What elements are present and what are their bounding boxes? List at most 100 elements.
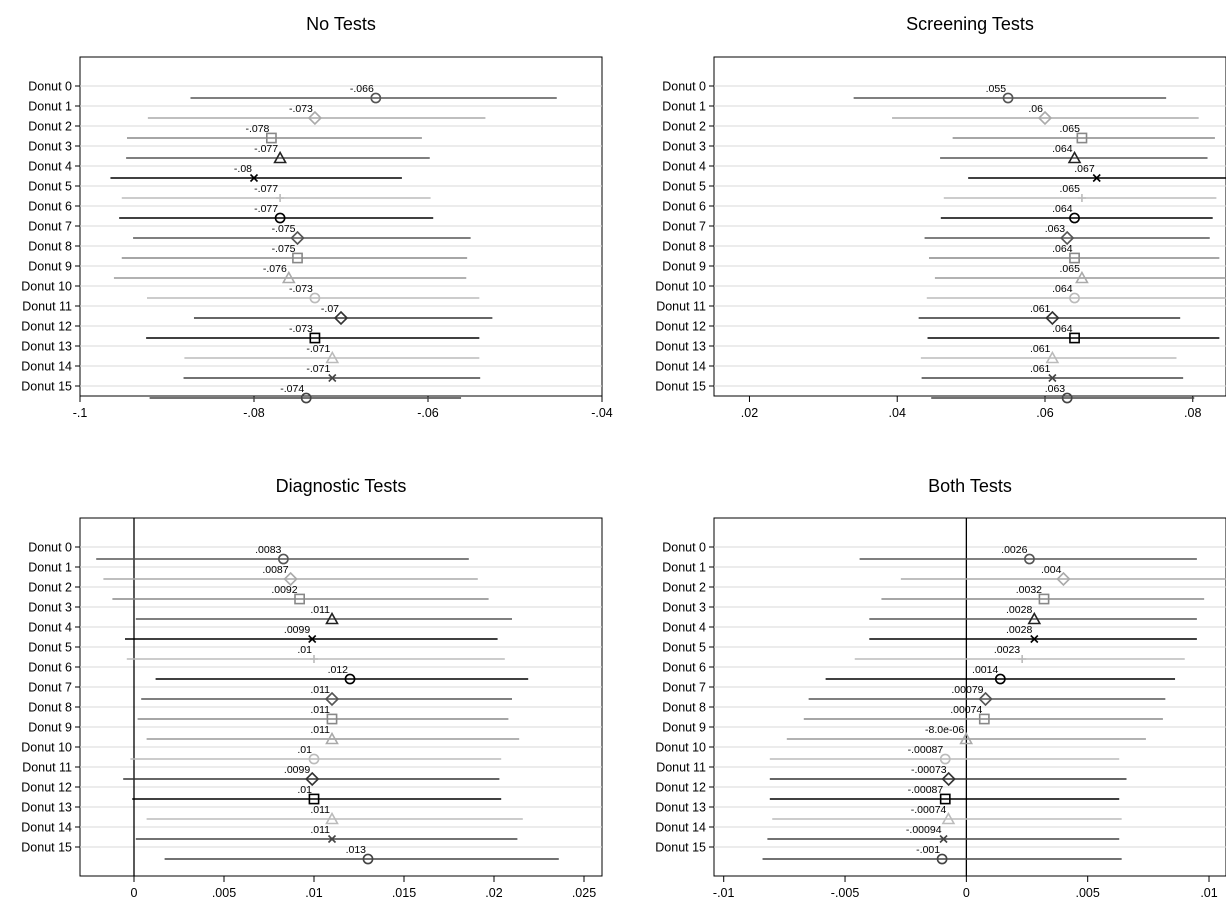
y-tick-label: Donut 7 bbox=[662, 220, 706, 234]
point-estimate bbox=[308, 634, 317, 644]
y-tick-label: Donut 15 bbox=[655, 841, 706, 855]
point-label: -.00087 bbox=[908, 744, 944, 756]
point-label: .065 bbox=[1059, 123, 1080, 135]
x-tick-label: .04 bbox=[889, 406, 906, 420]
point-estimate bbox=[939, 793, 951, 805]
y-tick-label: Donut 6 bbox=[662, 661, 706, 675]
point-estimate bbox=[325, 611, 339, 625]
point-estimate bbox=[309, 292, 321, 304]
point-estimate bbox=[327, 834, 337, 844]
y-tick-label: Donut 10 bbox=[21, 741, 72, 755]
point-estimate bbox=[939, 834, 948, 844]
point-estimate bbox=[277, 553, 289, 565]
point-estimate bbox=[1030, 634, 1039, 644]
point-estimate bbox=[1060, 230, 1075, 246]
y-tick-label: Donut 11 bbox=[656, 300, 706, 314]
y-tick-label: Donut 12 bbox=[655, 781, 706, 795]
x-tick-label: .01 bbox=[1200, 886, 1217, 899]
point-estimate bbox=[959, 731, 974, 745]
point-label: .064 bbox=[1052, 203, 1073, 215]
point-estimate bbox=[1038, 593, 1050, 605]
panel-title: Diagnostic Tests bbox=[276, 476, 407, 496]
point-label: .00074 bbox=[950, 704, 982, 716]
y-tick-label: Donut 15 bbox=[655, 380, 706, 394]
y-tick-label: Donut 8 bbox=[662, 240, 706, 254]
y-tick-label: Donut 2 bbox=[662, 120, 706, 134]
y-tick-label: Donut 3 bbox=[28, 601, 72, 615]
point-label: .06 bbox=[1028, 103, 1043, 115]
point-label: .011 bbox=[310, 804, 330, 816]
y-tick-label: Donut 7 bbox=[28, 681, 72, 695]
y-tick-label: Donut 13 bbox=[21, 340, 72, 354]
point-estimate bbox=[328, 373, 337, 383]
point-estimate bbox=[1027, 611, 1042, 625]
point-label: -.00094 bbox=[906, 824, 942, 836]
x-tick-label: .01 bbox=[305, 886, 322, 899]
point-label: -.071 bbox=[306, 363, 330, 375]
x-tick-label: .005 bbox=[1076, 886, 1100, 899]
y-tick-label: Donut 4 bbox=[28, 621, 72, 635]
point-label: .011 bbox=[310, 684, 330, 696]
point-label: .0083 bbox=[255, 544, 281, 556]
y-tick-label: Donut 10 bbox=[21, 280, 72, 294]
point-estimate bbox=[936, 853, 948, 865]
y-tick-label: Donut 5 bbox=[28, 641, 72, 655]
y-tick-label: Donut 9 bbox=[28, 721, 72, 735]
point-label: .0092 bbox=[271, 584, 297, 596]
point-estimate bbox=[939, 753, 951, 765]
point-estimate bbox=[994, 673, 1006, 685]
y-tick-label: Donut 5 bbox=[662, 641, 706, 655]
y-tick-label: Donut 2 bbox=[28, 120, 72, 134]
y-tick-label: Donut 11 bbox=[22, 300, 72, 314]
y-tick-label: Donut 4 bbox=[28, 160, 72, 174]
point-estimate bbox=[310, 655, 318, 663]
y-tick-label: Donut 7 bbox=[662, 681, 706, 695]
point-estimate bbox=[308, 753, 320, 765]
point-label: -.077 bbox=[254, 203, 278, 215]
point-label: -.078 bbox=[245, 123, 269, 135]
point-label: .0014 bbox=[972, 664, 998, 676]
point-estimate bbox=[333, 310, 349, 326]
y-tick-label: Donut 8 bbox=[662, 701, 706, 715]
point-label: .065 bbox=[1059, 183, 1080, 195]
point-estimate bbox=[1069, 212, 1080, 224]
point-estimate bbox=[283, 571, 298, 587]
x-tick-label: -.1 bbox=[73, 406, 88, 420]
y-tick-label: Donut 0 bbox=[28, 541, 72, 555]
point-estimate bbox=[1061, 392, 1073, 404]
point-estimate bbox=[307, 110, 323, 126]
y-tick-label: Donut 10 bbox=[655, 280, 706, 294]
y-tick-label: Donut 5 bbox=[28, 180, 72, 194]
y-tick-label: Donut 1 bbox=[662, 561, 706, 575]
panel-title: Screening Tests bbox=[906, 14, 1034, 34]
point-label: -.073 bbox=[289, 103, 313, 115]
point-label: .064 bbox=[1052, 143, 1073, 155]
point-estimate bbox=[300, 392, 312, 404]
plot-frame bbox=[713, 517, 1226, 877]
point-estimate bbox=[362, 853, 374, 865]
point-estimate bbox=[978, 691, 993, 707]
point-estimate bbox=[1018, 655, 1027, 663]
x-tick-label: -.005 bbox=[831, 886, 860, 899]
y-tick-label: Donut 3 bbox=[662, 140, 706, 154]
x-tick-label: .015 bbox=[392, 886, 416, 899]
point-estimate bbox=[1069, 252, 1080, 264]
point-estimate bbox=[1069, 292, 1080, 304]
y-tick-label: Donut 5 bbox=[662, 180, 706, 194]
point-label: .0087 bbox=[262, 564, 288, 576]
point-label: -.001 bbox=[916, 844, 940, 856]
point-estimate bbox=[344, 673, 356, 685]
point-estimate bbox=[249, 173, 259, 183]
y-tick-label: Donut 4 bbox=[662, 621, 706, 635]
point-label: .0023 bbox=[994, 644, 1020, 656]
y-tick-label: Donut 3 bbox=[28, 140, 72, 154]
y-tick-label: Donut 15 bbox=[21, 380, 72, 394]
point-estimate bbox=[941, 811, 956, 825]
x-tick-label: -.04 bbox=[591, 406, 613, 420]
point-label: -.066 bbox=[350, 83, 374, 95]
y-tick-label: Donut 11 bbox=[656, 761, 706, 775]
y-tick-label: Donut 15 bbox=[21, 841, 72, 855]
y-tick-label: Donut 14 bbox=[21, 360, 72, 374]
x-tick-label: .02 bbox=[741, 406, 758, 420]
point-label: -.073 bbox=[289, 283, 313, 295]
